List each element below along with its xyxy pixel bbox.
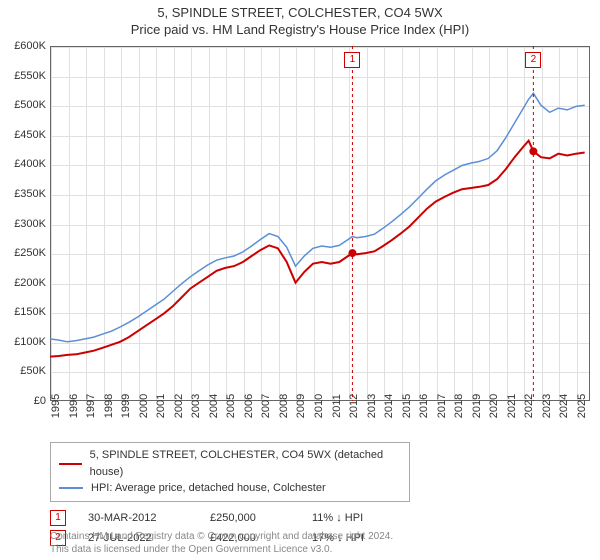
x-axis-label: 1998 [103, 394, 115, 418]
legend-swatch [59, 463, 82, 465]
x-axis-label: 2025 [576, 394, 588, 418]
sale-marker [529, 147, 537, 155]
x-axis-label: 2023 [541, 394, 553, 418]
sale-price: £250,000 [210, 512, 290, 524]
x-axis-label: 2008 [278, 394, 290, 418]
x-axis-label: 2002 [173, 394, 185, 418]
x-axis-label: 2014 [383, 394, 395, 418]
sale-delta: 11% ↓ HPI [312, 512, 402, 524]
x-axis-label: 2017 [436, 394, 448, 418]
x-axis-label: 2010 [313, 394, 325, 418]
event-marker: 1 [344, 52, 360, 68]
x-axis-label: 2015 [401, 394, 413, 418]
x-axis-label: 1996 [68, 394, 80, 418]
sale-marker [348, 249, 356, 257]
y-axis-label: £600K [14, 40, 46, 52]
x-axis-label: 2022 [523, 394, 535, 418]
y-axis-label: £300K [14, 218, 46, 230]
chart-svg [50, 46, 590, 401]
y-axis-label: £100K [14, 336, 46, 348]
legend-row: HPI: Average price, detached house, Colc… [59, 480, 401, 497]
y-axis-label: £150K [14, 306, 46, 318]
x-axis-label: 2000 [138, 394, 150, 418]
x-axis-label: 1997 [85, 394, 97, 418]
x-axis-label: 2018 [453, 394, 465, 418]
page-subtitle: Price paid vs. HM Land Registry's House … [0, 22, 600, 37]
legend-box: 5, SPINDLE STREET, COLCHESTER, CO4 5WX (… [50, 442, 410, 502]
legend-swatch [59, 487, 83, 489]
sale-row: 1 30-MAR-2012 £250,000 11% ↓ HPI [50, 510, 590, 526]
x-axis-label: 2009 [295, 394, 307, 418]
legend-row: 5, SPINDLE STREET, COLCHESTER, CO4 5WX (… [59, 447, 401, 480]
y-axis-label: £200K [14, 277, 46, 289]
series-line [50, 93, 585, 341]
x-axis-label: 2007 [260, 394, 272, 418]
x-axis-label: 2016 [418, 394, 430, 418]
attribution: Contains HM Land Registry data © Crown c… [50, 530, 393, 556]
y-axis-label: £450K [14, 129, 46, 141]
sale-index-box: 1 [50, 510, 66, 526]
y-axis-label: £50K [20, 365, 46, 377]
page-title: 5, SPINDLE STREET, COLCHESTER, CO4 5WX [0, 0, 600, 22]
x-axis-label: 2019 [471, 394, 483, 418]
x-axis-label: 2005 [225, 394, 237, 418]
x-axis-label: 2013 [366, 394, 378, 418]
x-axis-label: 2006 [243, 394, 255, 418]
y-axis-label: £0 [34, 395, 46, 407]
y-axis-label: £250K [14, 247, 46, 259]
x-axis-label: 2012 [348, 394, 360, 418]
attribution-line: This data is licensed under the Open Gov… [50, 543, 393, 556]
x-axis-label: 1999 [120, 394, 132, 418]
x-axis-label: 2021 [506, 394, 518, 418]
x-axis-label: 1995 [50, 394, 62, 418]
legend-label: HPI: Average price, detached house, Colc… [91, 480, 326, 497]
x-axis-label: 2003 [190, 394, 202, 418]
series-line [50, 141, 585, 357]
y-axis-label: £500K [14, 99, 46, 111]
chart: £0£50K£100K£150K£200K£250K£300K£350K£400… [50, 46, 590, 401]
x-axis-label: 2020 [488, 394, 500, 418]
x-axis-label: 2024 [558, 394, 570, 418]
y-axis-label: £350K [14, 188, 46, 200]
x-axis-label: 2004 [208, 394, 220, 418]
legend-label: 5, SPINDLE STREET, COLCHESTER, CO4 5WX (… [90, 447, 401, 480]
x-axis-label: 2001 [155, 394, 167, 418]
sale-date: 30-MAR-2012 [88, 512, 188, 524]
attribution-line: Contains HM Land Registry data © Crown c… [50, 530, 393, 543]
y-axis-label: £400K [14, 158, 46, 170]
event-marker: 2 [525, 52, 541, 68]
x-axis-label: 2011 [331, 394, 343, 418]
y-axis-label: £550K [14, 70, 46, 82]
